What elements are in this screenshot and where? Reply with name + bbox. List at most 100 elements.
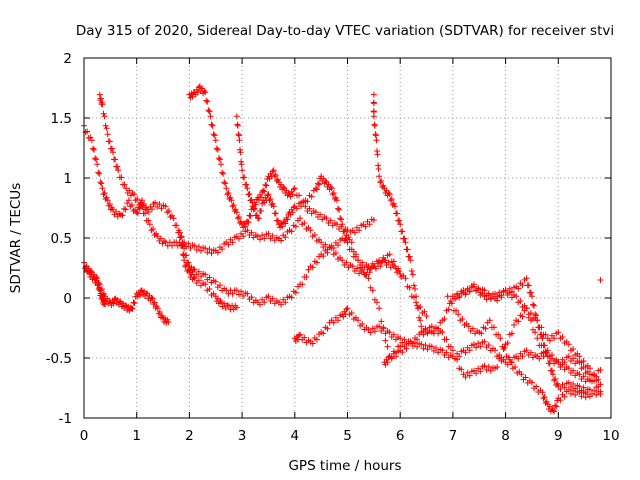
data-point xyxy=(112,156,119,163)
y-tick-label: 0 xyxy=(63,291,72,307)
data-point xyxy=(272,210,279,217)
data-point xyxy=(343,235,350,242)
data-point xyxy=(570,381,577,388)
data-point xyxy=(263,182,270,189)
data-point xyxy=(233,304,240,311)
data-point xyxy=(452,296,459,303)
data-point xyxy=(413,299,420,306)
data-point xyxy=(414,336,421,343)
data-point xyxy=(534,317,541,324)
data-point xyxy=(82,129,89,136)
data-point xyxy=(145,208,152,215)
data-point xyxy=(542,349,549,356)
data-point xyxy=(338,216,345,223)
data-point xyxy=(252,201,259,208)
data-point xyxy=(539,335,546,342)
data-point xyxy=(591,377,598,384)
data-point xyxy=(214,146,221,153)
data-point xyxy=(386,251,393,258)
data-point xyxy=(522,374,529,381)
data-point xyxy=(288,228,295,235)
data-point xyxy=(523,305,530,312)
data-point xyxy=(439,329,446,336)
data-point xyxy=(317,211,324,218)
data-point xyxy=(515,355,522,362)
data-point xyxy=(366,269,373,276)
data-point xyxy=(121,181,128,188)
data-point xyxy=(580,364,587,370)
data-point xyxy=(224,302,231,309)
data-point xyxy=(145,217,152,224)
data-point xyxy=(271,173,278,180)
data-point xyxy=(234,122,241,129)
data-point xyxy=(233,287,240,294)
data-point xyxy=(561,384,568,391)
data-point xyxy=(335,242,342,249)
data-point xyxy=(95,286,102,292)
data-point xyxy=(322,241,329,248)
data-point xyxy=(214,249,221,256)
data-point xyxy=(324,325,331,332)
data-point xyxy=(373,137,380,144)
data-point xyxy=(576,371,583,378)
data-point xyxy=(270,203,277,210)
data-point xyxy=(550,407,557,414)
data-point xyxy=(204,98,211,105)
data-point xyxy=(248,229,255,236)
data-point xyxy=(122,206,129,213)
data-point xyxy=(123,185,130,192)
data-point xyxy=(156,309,163,316)
data-point xyxy=(279,223,286,230)
data-point xyxy=(219,246,226,253)
data-point xyxy=(264,192,271,199)
data-point xyxy=(485,292,492,299)
data-point xyxy=(485,363,492,370)
data-point xyxy=(110,300,117,307)
data-point xyxy=(485,342,492,349)
data-point xyxy=(395,265,402,272)
data-point xyxy=(482,325,489,332)
data-point xyxy=(257,301,264,308)
data-point xyxy=(551,335,558,342)
data-point xyxy=(348,310,355,316)
data-point xyxy=(102,301,109,307)
data-point xyxy=(97,290,104,297)
data-point xyxy=(297,215,304,222)
data-point xyxy=(303,274,310,280)
data-point xyxy=(121,205,128,212)
data-point xyxy=(235,131,242,138)
data-point xyxy=(576,383,583,390)
data-point xyxy=(371,328,378,335)
data-point xyxy=(546,337,553,344)
data-point xyxy=(190,274,197,280)
data-point xyxy=(443,349,450,356)
data-point xyxy=(183,252,190,259)
data-point xyxy=(572,391,579,398)
data-point xyxy=(586,365,593,372)
data-point xyxy=(309,340,316,347)
data-point xyxy=(397,271,404,277)
data-point xyxy=(312,185,319,192)
data-point xyxy=(104,197,111,204)
data-point xyxy=(397,221,404,228)
data-point xyxy=(363,271,370,278)
data-point xyxy=(278,237,285,244)
data-point xyxy=(203,97,210,104)
data-point xyxy=(235,235,242,242)
data-point xyxy=(475,340,482,347)
data-point xyxy=(513,293,520,300)
data-point xyxy=(185,240,192,247)
data-point xyxy=(538,324,545,331)
data-point xyxy=(220,170,227,177)
data-point xyxy=(394,210,401,217)
data-point xyxy=(95,169,102,176)
data-point xyxy=(202,271,209,278)
data-point xyxy=(508,330,515,337)
data-point xyxy=(580,373,587,380)
data-point xyxy=(260,187,267,194)
data-point xyxy=(119,212,126,219)
data-point xyxy=(221,179,228,186)
data-point xyxy=(497,335,504,342)
data-point xyxy=(570,355,577,362)
data-point xyxy=(185,259,192,266)
